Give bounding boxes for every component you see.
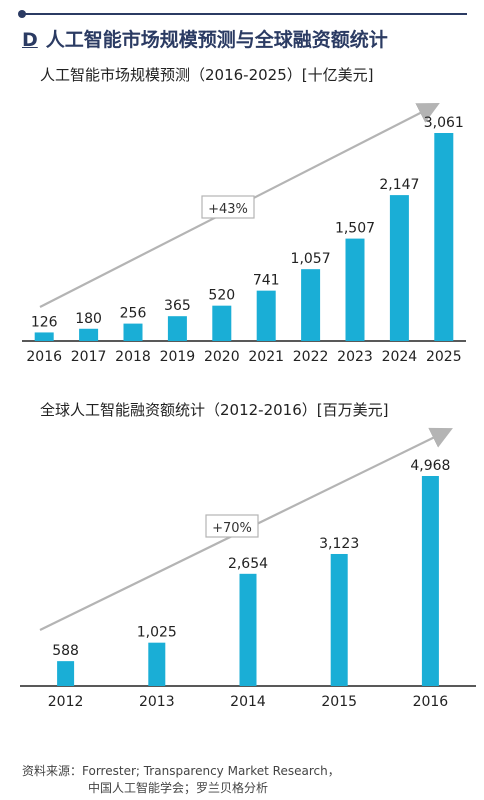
source-prefix: 资料来源： xyxy=(22,764,83,778)
chart1-bar-2022 xyxy=(301,269,321,341)
source-note: 资料来源：Forrester; Transparency Market Rese… xyxy=(22,763,340,797)
chart1-value-label-2024: 2,147 xyxy=(379,177,419,193)
chart2-value-label-2013: 1,025 xyxy=(137,625,177,641)
chart1-tick-label-2021: 2021 xyxy=(248,349,284,365)
chart2-value-label-2014: 2,654 xyxy=(228,556,268,572)
chart1-bar-2024 xyxy=(389,195,409,341)
chart1-bar-2019 xyxy=(167,316,187,341)
chart1-bar-2025 xyxy=(434,133,454,341)
chart2-title: 全球人工智能融资额统计（2012-2016）[百万美元] xyxy=(40,401,389,419)
chart1-tick-label-2020: 2020 xyxy=(204,349,240,365)
section-letter: D xyxy=(22,29,38,51)
chart1-tick-label-2018: 2018 xyxy=(115,349,151,365)
chart1-value-label-2025: 3,061 xyxy=(424,115,464,131)
chart2-tick-label-2016: 2016 xyxy=(413,694,449,710)
chart2: +70% 588 2012 1,025 2013 2,654 2014 3,123 2015 4,… xyxy=(20,427,476,710)
chart2-value-label-2012: 588 xyxy=(52,643,79,659)
chart1-value-label-2023: 1,507 xyxy=(335,221,375,237)
source-line1: Forrester; Transparency Market Research， xyxy=(82,764,340,778)
chart2-tick-label-2014: 2014 xyxy=(230,694,266,710)
chart2-tick-label-2015: 2015 xyxy=(321,694,357,710)
chart1-tick-label-2019: 2019 xyxy=(160,349,196,365)
chart1-bar-2016 xyxy=(34,332,54,341)
chart2-growth-label: +70% xyxy=(212,521,252,536)
chart1-value-label-2022: 1,057 xyxy=(291,251,331,267)
chart1-bar-2017 xyxy=(79,328,99,341)
chart1-tick-label-2016: 2016 xyxy=(26,349,62,365)
chart2-growth-badge xyxy=(205,514,259,538)
chart1-tick-label-2024: 2024 xyxy=(382,349,418,365)
chart1-bar-2020 xyxy=(212,305,232,341)
page-title: D 人工智能市场规模预测与全球融资额统计 xyxy=(22,25,388,52)
chart1-value-label-2021: 741 xyxy=(253,273,280,289)
chart1-value-label-2017: 180 xyxy=(75,311,102,327)
chart1-value-label-2020: 520 xyxy=(208,288,235,304)
chart1-tick-label-2022: 2022 xyxy=(293,349,329,365)
chart2-bar-2016 xyxy=(421,476,439,686)
chart1-tick-label-2023: 2023 xyxy=(337,349,373,365)
source-line2: 中国人工智能学会；罗兰贝格分析 xyxy=(88,781,269,795)
chart1-growth-label: +43% xyxy=(208,202,248,217)
chart1-bar-2023 xyxy=(345,238,365,341)
chart2-bar-2015 xyxy=(330,553,348,686)
chart2-tick-label-2012: 2012 xyxy=(48,694,84,710)
chart1-tick-label-2025: 2025 xyxy=(426,349,462,365)
chart2-bar-2013 xyxy=(148,642,166,686)
chart1-tick-label-2017: 2017 xyxy=(71,349,107,365)
chart1: +43% 126 2016 180 2017 256 2018 365 2019 520 2020 7… xyxy=(22,103,466,365)
chart1-bar-2021 xyxy=(256,290,276,341)
chart1-bar-2018 xyxy=(123,323,143,341)
chart2-tick-label-2013: 2013 xyxy=(139,694,175,710)
chart1-value-label-2018: 256 xyxy=(120,306,147,322)
chart2-bar-2012 xyxy=(57,661,75,686)
section-title: 人工智能市场规模预测与全球融资额统计 xyxy=(45,29,388,51)
chart2-value-label-2015: 3,123 xyxy=(319,536,359,552)
chart1-value-label-2019: 365 xyxy=(164,298,191,314)
header-rule xyxy=(22,13,467,15)
chart2-value-label-2016: 4,968 xyxy=(410,458,450,474)
chart1-value-label-2016: 126 xyxy=(31,314,58,330)
chart1-title: 人工智能市场规模预测（2016-2025）[十亿美元] xyxy=(40,66,374,84)
chart2-bar-2014 xyxy=(239,573,257,686)
chart1-growth-badge xyxy=(201,195,255,219)
